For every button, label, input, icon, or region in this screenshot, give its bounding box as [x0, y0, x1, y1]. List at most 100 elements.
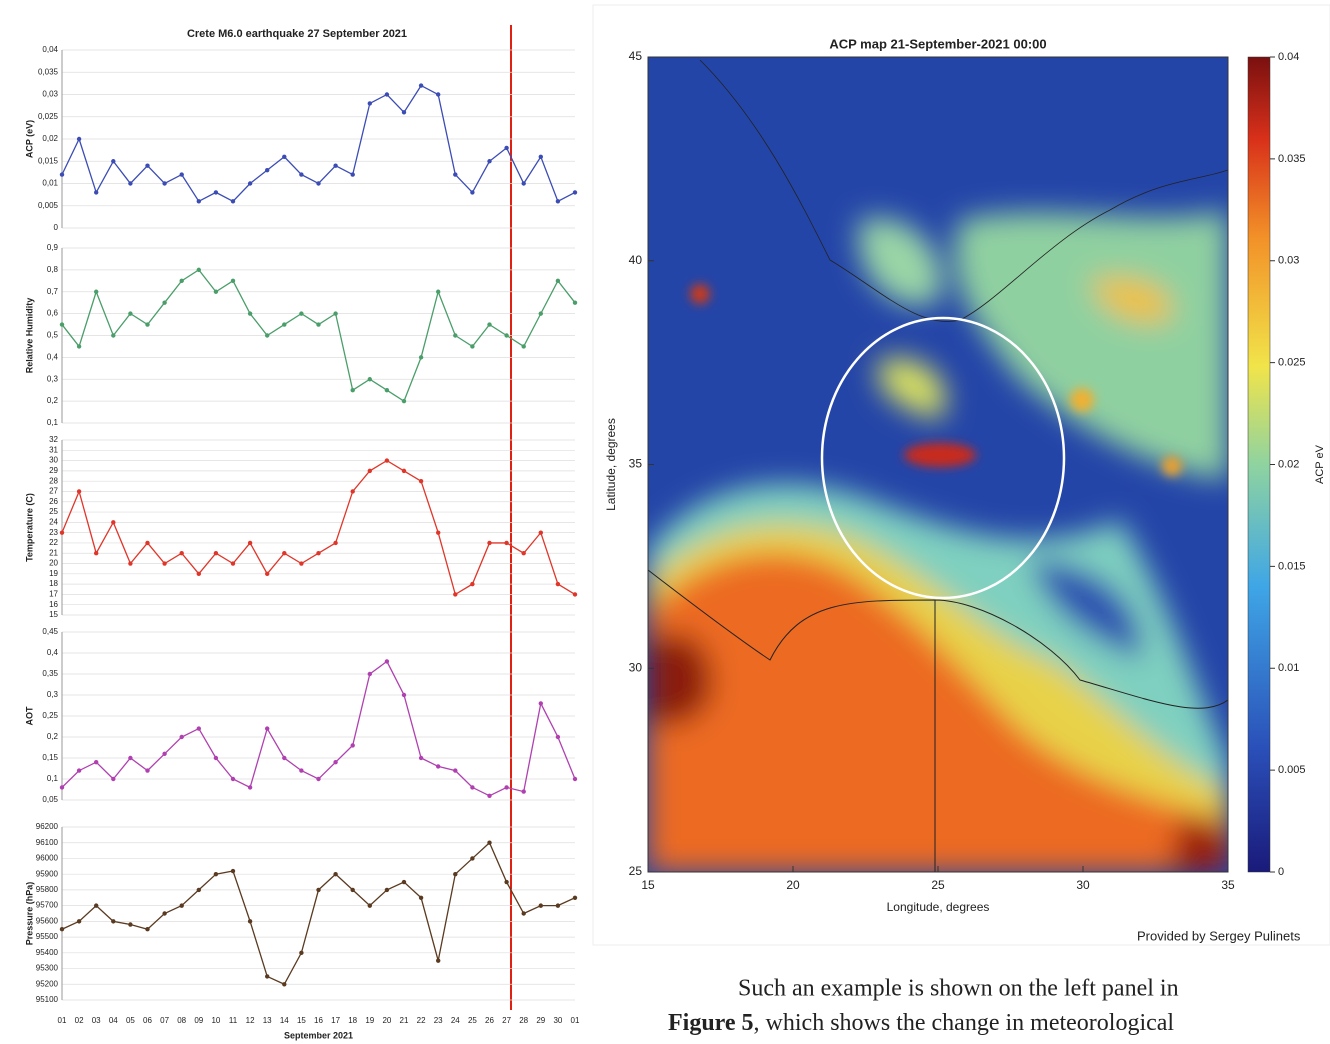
y-tick-label: 0,6	[47, 309, 59, 318]
x-tick-label: 30	[553, 1016, 562, 1025]
x-tick-label: 24	[451, 1016, 460, 1025]
y-tick-label: 32	[49, 435, 58, 444]
y-tick-label: 0,025	[38, 112, 59, 121]
x-tick-label: 17	[331, 1016, 340, 1025]
y-tick-label: 96000	[36, 854, 59, 863]
data-point	[367, 468, 372, 474]
series-line	[61, 660, 576, 797]
data-point	[94, 289, 99, 294]
data-point	[94, 903, 99, 908]
data-point	[247, 785, 253, 790]
y-tick-label: 0,2	[47, 396, 59, 405]
y-tick-label: 45	[629, 49, 643, 63]
x-tick-label: 01	[571, 1016, 580, 1025]
data-point	[145, 768, 150, 773]
data-point	[247, 919, 253, 924]
x-tick-label: 28	[519, 1016, 528, 1025]
data-point	[384, 387, 390, 393]
y-tick-label: 0,005	[38, 201, 59, 210]
y-tick-label: 27	[49, 487, 58, 496]
data-point	[316, 551, 321, 556]
x-tick-label: 20	[786, 878, 800, 892]
y-tick-label: 0,15	[42, 753, 58, 762]
x-tick-label: 18	[348, 1016, 357, 1025]
data-point	[333, 871, 338, 877]
colorbar-tick-label: 0	[1278, 866, 1284, 878]
map-image	[648, 57, 1228, 872]
data-point	[282, 551, 287, 556]
y-tick-label: 0,2	[47, 732, 59, 741]
x-tick-label: 25	[931, 878, 945, 892]
data-point	[572, 776, 578, 782]
data-point	[572, 895, 578, 900]
y-axis-label: Pressure (hPa)	[24, 882, 34, 946]
data-point	[436, 764, 441, 769]
y-tick-label: 0,7	[47, 287, 59, 296]
y-tick-label: 26	[49, 497, 58, 506]
data-point	[265, 333, 270, 338]
paragraph-line: Such an example is shown on the left pan…	[738, 976, 1179, 1002]
data-point	[162, 911, 167, 916]
y-tick-label: 95700	[36, 901, 59, 910]
data-point	[470, 190, 475, 195]
colorbar-label: ACP eV	[1314, 444, 1326, 484]
data-point	[453, 333, 458, 338]
y-tick-label: 95300	[36, 964, 59, 973]
colorbar-tick-label: 0.01	[1278, 662, 1299, 674]
data-point	[555, 278, 561, 284]
colorbar-tick-label: 0.005	[1278, 764, 1306, 776]
colorbar-tick-label: 0.04	[1278, 51, 1299, 63]
data-point	[196, 571, 201, 577]
data-point	[555, 199, 561, 204]
data-point	[76, 768, 82, 773]
data-point	[230, 868, 236, 874]
data-point	[76, 919, 82, 924]
data-point	[128, 561, 133, 566]
data-point	[299, 561, 304, 566]
data-point	[538, 154, 543, 159]
data-point	[316, 887, 321, 893]
y-axis-label: AOT	[24, 706, 34, 726]
data-point	[333, 163, 338, 168]
data-point	[145, 927, 150, 932]
data-point	[299, 311, 304, 316]
data-point	[59, 927, 65, 932]
x-tick-label: 23	[434, 1016, 443, 1025]
data-point	[128, 922, 133, 927]
y-tick-label: 0,05	[42, 795, 58, 804]
data-point	[230, 199, 236, 204]
data-point	[350, 172, 355, 177]
y-tick-label: 0,1	[47, 774, 59, 783]
data-point	[555, 734, 561, 740]
y-tick-label: 21	[49, 548, 58, 557]
data-point	[453, 172, 458, 177]
data-point	[316, 776, 321, 782]
data-point	[504, 333, 509, 338]
x-tick-label: 25	[468, 1016, 477, 1025]
y-tick-label: 0,4	[47, 352, 59, 361]
y-tick-label: 0,45	[42, 627, 58, 636]
y-tick-label: 25	[629, 864, 643, 878]
data-point	[418, 895, 424, 900]
data-point	[333, 760, 338, 765]
data-point	[230, 776, 236, 782]
data-point	[367, 671, 372, 677]
data-point	[504, 879, 509, 885]
data-point	[401, 398, 407, 404]
data-point	[179, 551, 184, 556]
data-point	[350, 387, 355, 393]
data-point	[76, 344, 82, 349]
data-point	[265, 167, 270, 173]
x-tick-label: 19	[365, 1016, 374, 1025]
data-point	[572, 592, 578, 597]
data-point	[299, 768, 304, 773]
x-tick-label: 08	[177, 1016, 186, 1025]
data-point	[265, 974, 270, 979]
y-tick-label: 0,02	[42, 134, 58, 143]
data-point	[504, 785, 509, 790]
data-point	[111, 333, 116, 338]
data-point	[247, 540, 253, 546]
data-point	[111, 919, 116, 924]
data-point	[436, 92, 441, 97]
y-tick-label: 96100	[36, 838, 59, 847]
